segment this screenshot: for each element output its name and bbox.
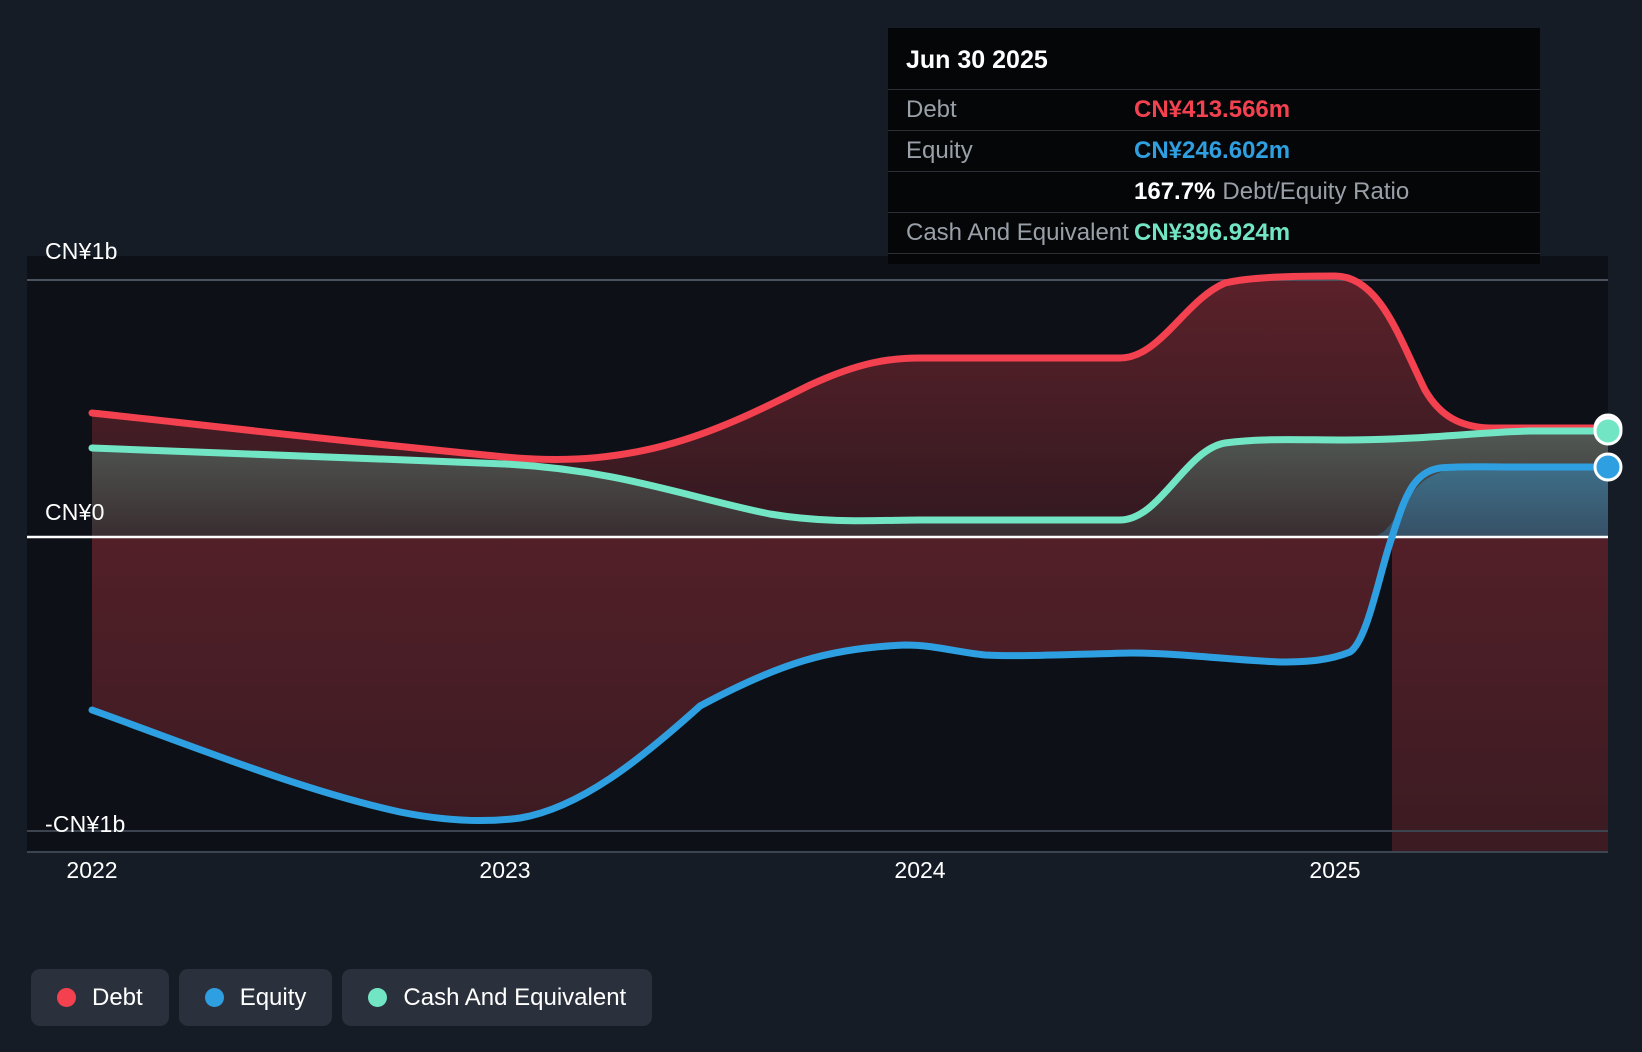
cash-line [88, 427, 1608, 525]
cash-area [92, 431, 1608, 537]
x-axis-tick-2025: 2025 [1309, 857, 1361, 883]
tooltip-label-equity: Equity [906, 137, 973, 164]
tooltip-label-debt: Debt [906, 96, 957, 123]
tooltip-value-equity: CN¥246.602m [1134, 137, 1291, 164]
legend-label-cash: Cash And Equivalent [403, 983, 627, 1011]
x-axis-tick-2024: 2024 [894, 857, 946, 883]
tooltip-ratio-group: 167.7% Debt/Equity Ratio [1134, 178, 1409, 206]
legend-label-equity: Equity [239, 983, 307, 1011]
plot-area [27, 256, 1608, 852]
legend-item-cash[interactable]: Cash And Equivalent [342, 969, 653, 1026]
legend-label-debt: Debt [92, 983, 143, 1011]
legend-dot-equity-icon [204, 988, 224, 1007]
tooltip-date: Jun 30 2025 [906, 46, 1048, 74]
tooltip-ratio-value: 167.7% [1134, 178, 1216, 205]
equity-area-negative-mask [92, 537, 1392, 852]
tooltip-value-cash: CN¥396.924m [1134, 219, 1291, 246]
x-axis-tick-2023: 2023 [479, 857, 531, 883]
x-axis-tick-2022: 2022 [66, 857, 118, 883]
tooltip-row-cash: Cash And Equivalent CN¥396.924m [888, 212, 1540, 253]
cash-endpoint-marker[interactable] [1593, 416, 1623, 446]
tooltip-row-equity: Equity CN¥246.602m [888, 130, 1540, 171]
legend-item-equity[interactable]: Equity [178, 969, 333, 1026]
equity-endpoint-marker[interactable] [1593, 452, 1623, 482]
equity-area-positive [1370, 466, 1608, 537]
y-axis-tick-zero: CN¥0 [45, 499, 105, 525]
debt-line [88, 272, 1608, 463]
legend-dot-cash-icon [368, 988, 388, 1007]
equity-line [88, 463, 1608, 824]
chart-legend: Debt Equity Cash And Equivalent [31, 969, 653, 1026]
chart-tooltip: Jun 30 2025 Debt CN¥413.566m Equity CN¥2… [888, 28, 1540, 264]
y-axis-tick-bottom: -CN¥1b [45, 811, 126, 837]
tooltip-bottom-rule [888, 253, 1540, 254]
tooltip-value-debt: CN¥413.566m [1134, 96, 1291, 123]
y-axis-tick-top: CN¥1b [45, 238, 118, 264]
tooltip-label-cash: Cash And Equivalent [906, 219, 1129, 246]
tooltip-row-debt: Debt CN¥413.566m [888, 89, 1540, 130]
tooltip-row-ratio: 167.7% Debt/Equity Ratio [888, 171, 1540, 212]
legend-dot-debt-icon [57, 988, 76, 1007]
tooltip-ratio-label: Debt/Equity Ratio [1222, 178, 1410, 205]
legend-item-debt[interactable]: Debt [31, 969, 169, 1026]
